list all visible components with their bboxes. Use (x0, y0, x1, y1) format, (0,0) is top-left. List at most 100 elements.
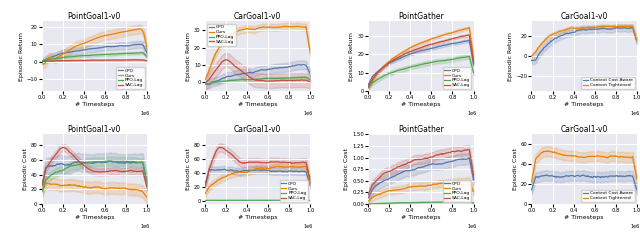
PPO-Lag (301, 76, 308, 79)
SAC-Lag (202, 184, 209, 187)
SAC-Lag (365, 193, 372, 196)
Legend: CPO, Ours, PPO-Lag, SAC-Lag: CPO, Ours, PPO-Lag, SAC-Lag (443, 67, 471, 89)
CPO (307, 184, 314, 187)
SAC-Lag (307, 80, 314, 83)
Ours (307, 181, 314, 184)
SAC-Lag (134, 170, 141, 173)
SAC-Lag (143, 185, 151, 188)
Legend: Context Cost Aware, Context Tightened: Context Cost Aware, Context Tightened (581, 190, 635, 202)
PPO-Lag (205, 82, 213, 85)
PPO-Lag (133, 52, 141, 55)
Legend: CPO, Ours, PPO-Lag, SAC-Lag: CPO, Ours, PPO-Lag, SAC-Lag (207, 24, 236, 46)
PPO-Lag (427, 61, 435, 64)
SAC-Lag (100, 59, 108, 62)
CPO (133, 43, 141, 46)
Context Tightened (625, 24, 632, 27)
Ours (429, 37, 436, 40)
CPO (127, 44, 134, 47)
CPO (202, 182, 209, 185)
Context Cost Aware (590, 175, 598, 178)
Context Tightened (528, 179, 536, 182)
Legend: Context Cost Aware, Context Tightened: Context Cost Aware, Context Tightened (581, 77, 635, 89)
Y-axis label: Episodic Cost: Episodic Cost (23, 148, 28, 190)
SAC-Lag (127, 169, 134, 172)
PPO-Lag (460, 200, 468, 203)
Ours (202, 78, 209, 81)
Text: 1e6: 1e6 (304, 224, 313, 229)
SAC-Lag (264, 161, 272, 164)
SAC-Lag (453, 150, 461, 153)
SAC-Lag (297, 78, 305, 81)
Context Cost Aware (624, 27, 632, 30)
Context Tightened (593, 155, 600, 158)
PPO-Lag (266, 77, 273, 80)
Line: Ours: Ours (205, 26, 310, 80)
Context Cost Aware (527, 59, 535, 62)
CPO (127, 162, 134, 165)
Ours (127, 29, 134, 32)
Title: PointGather: PointGather (398, 12, 444, 21)
Ours (264, 167, 271, 170)
CPO (365, 83, 372, 86)
Ours (427, 184, 435, 187)
CPO (202, 83, 209, 86)
Context Cost Aware (617, 175, 625, 178)
Context Cost Aware (617, 26, 625, 29)
Ours (100, 34, 108, 37)
Line: CPO: CPO (42, 44, 147, 61)
PPO-Lag (365, 86, 372, 89)
PPO-Lag (102, 160, 110, 163)
PPO-Lag (143, 181, 151, 184)
Y-axis label: Episodic Cost: Episodic Cost (186, 148, 191, 190)
SAC-Lag (364, 193, 372, 196)
PPO-Lag (453, 200, 461, 203)
CPO (266, 169, 273, 172)
Y-axis label: Episodic Cost: Episodic Cost (344, 148, 349, 190)
Ours (470, 56, 477, 59)
CPO (290, 64, 298, 67)
SAC-Lag (264, 80, 271, 83)
Line: Context Tightened: Context Tightened (531, 26, 637, 56)
Ours (307, 52, 314, 55)
Y-axis label: Episodic Cost: Episodic Cost (513, 148, 518, 190)
Ours (297, 25, 305, 28)
PPO-Lag (38, 190, 46, 193)
X-axis label: # Timesteps: # Timesteps (564, 215, 604, 220)
PPO-Lag (100, 160, 108, 163)
PPO-Lag (427, 201, 435, 204)
CPO (38, 183, 46, 186)
CPO (427, 47, 435, 50)
Text: 1e6: 1e6 (467, 224, 476, 229)
CPO (203, 83, 211, 86)
CPO (100, 161, 108, 164)
Ours (427, 183, 435, 186)
SAC-Lag (130, 58, 138, 61)
CPO (100, 161, 108, 164)
SAC-Lag (364, 85, 372, 88)
Ours (201, 193, 209, 196)
X-axis label: # Timesteps: # Timesteps (238, 102, 277, 107)
CPO (134, 161, 141, 164)
Context Cost Aware (531, 59, 538, 62)
SAC-Lag (201, 81, 209, 84)
Text: 1e6: 1e6 (630, 224, 639, 229)
CPO (100, 45, 108, 48)
CPO (143, 51, 151, 54)
SAC-Lag (201, 185, 209, 188)
Ours (134, 188, 141, 192)
CPO (220, 168, 228, 171)
PPO-Lag (255, 199, 263, 202)
Context Cost Aware (543, 173, 551, 176)
CPO (290, 170, 298, 173)
CPO (429, 162, 436, 165)
SAC-Lag (264, 80, 272, 83)
Context Cost Aware (623, 174, 631, 177)
CPO (465, 156, 473, 159)
Context Cost Aware (591, 27, 598, 30)
CPO (453, 42, 461, 45)
Context Tightened (592, 26, 600, 29)
CPO (102, 45, 110, 48)
Ours (134, 28, 141, 31)
PPO-Lag (290, 199, 298, 202)
Y-axis label: Episodic Return: Episodic Return (19, 32, 24, 81)
